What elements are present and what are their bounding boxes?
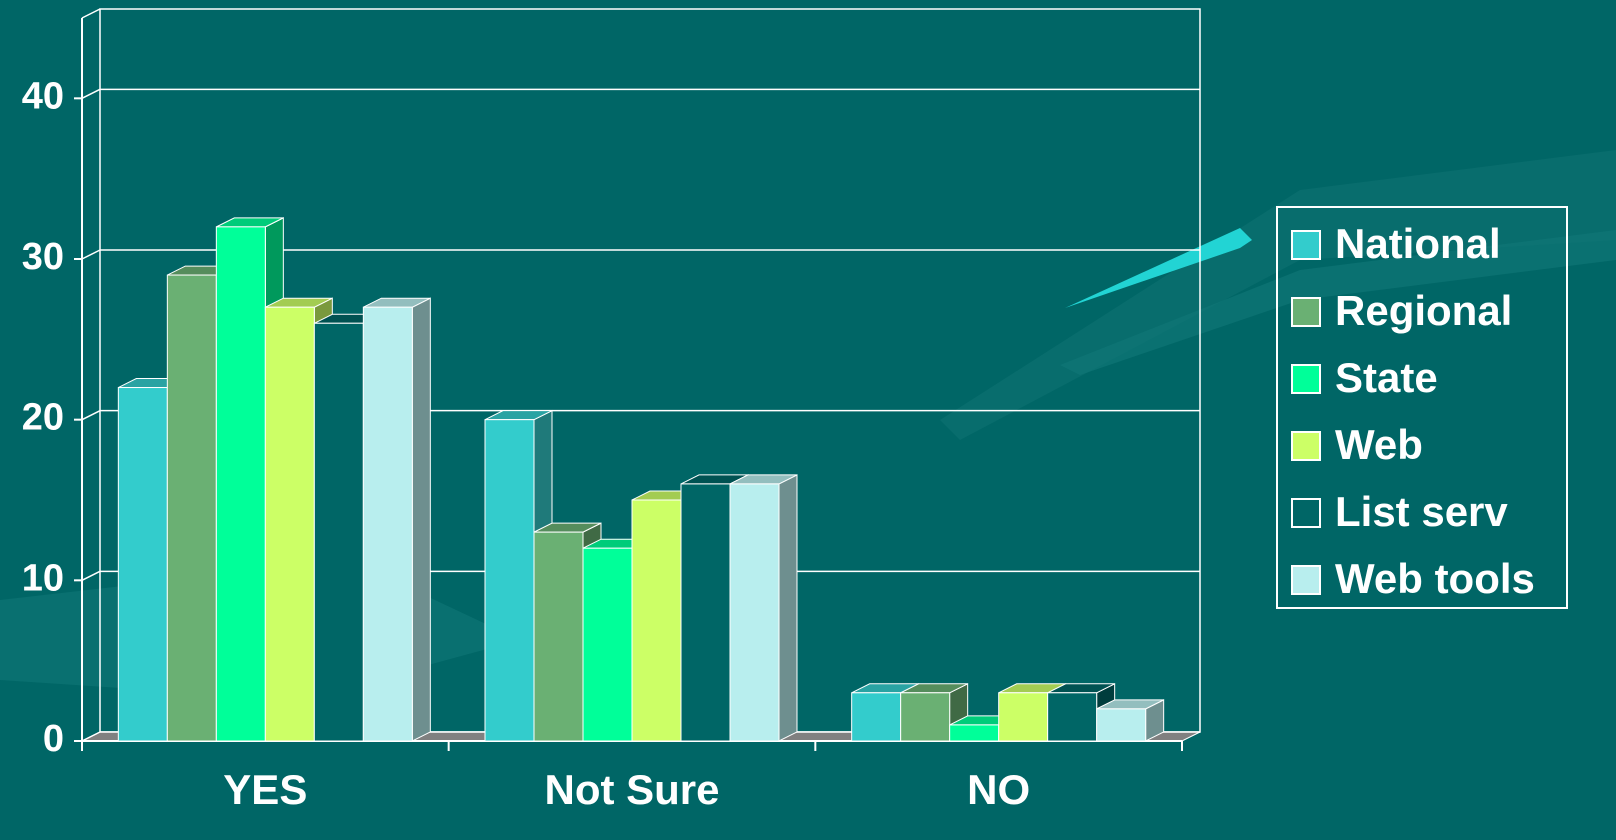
bar (949, 724, 1000, 742)
legend-swatch (1291, 431, 1321, 461)
x-tick-label: YES (223, 766, 307, 813)
side-grid-line (81, 731, 101, 742)
bar (215, 226, 266, 742)
bar (484, 419, 535, 742)
side-wall-edge (81, 8, 101, 19)
y-tick-label: 10 (22, 557, 64, 599)
bar (264, 306, 315, 742)
legend-swatch (1291, 297, 1321, 327)
bar (851, 692, 902, 742)
bar-side (411, 297, 431, 742)
bar (631, 499, 682, 742)
bar (729, 483, 780, 742)
legend-label: Regional (1335, 287, 1512, 334)
legend-swatch (1291, 364, 1321, 394)
legend-label: List serv (1335, 488, 1508, 535)
bar (313, 322, 364, 742)
legend: National Regional State Web List serv Web too… (1291, 220, 1535, 602)
legend-label: Web (1335, 421, 1423, 468)
side-grid-line (81, 409, 101, 421)
y-tick-label: 20 (22, 397, 64, 439)
bar (117, 387, 168, 742)
side-grid-line (81, 88, 101, 100)
y-tick-label: 30 (22, 236, 64, 278)
bar (998, 692, 1049, 742)
plot-area: 0 10 20 30 40 YES Not Sure NO (22, 8, 1201, 813)
bar (166, 274, 217, 742)
x-tick-label: NO (967, 766, 1030, 813)
bar (533, 531, 584, 742)
bar (1096, 708, 1147, 742)
legend-label: Web tools (1335, 555, 1535, 602)
bar (680, 483, 731, 742)
legend-box (1276, 206, 1568, 609)
bar (900, 692, 951, 742)
legend-label: State (1335, 354, 1438, 401)
side-grid-line (81, 249, 101, 260)
legend-swatch (1291, 565, 1321, 595)
bar-side (778, 474, 798, 742)
legend-swatch (1291, 498, 1321, 528)
bar (1047, 692, 1098, 742)
side-grid-line (81, 570, 101, 582)
legend-label: National (1335, 220, 1501, 267)
y-tick-label: 0 (43, 718, 64, 760)
legend-swatch (1291, 230, 1321, 260)
bar (362, 306, 413, 742)
bar (582, 547, 633, 742)
y-tick-label: 40 (22, 75, 64, 117)
x-tick-label: Not Sure (544, 766, 719, 813)
